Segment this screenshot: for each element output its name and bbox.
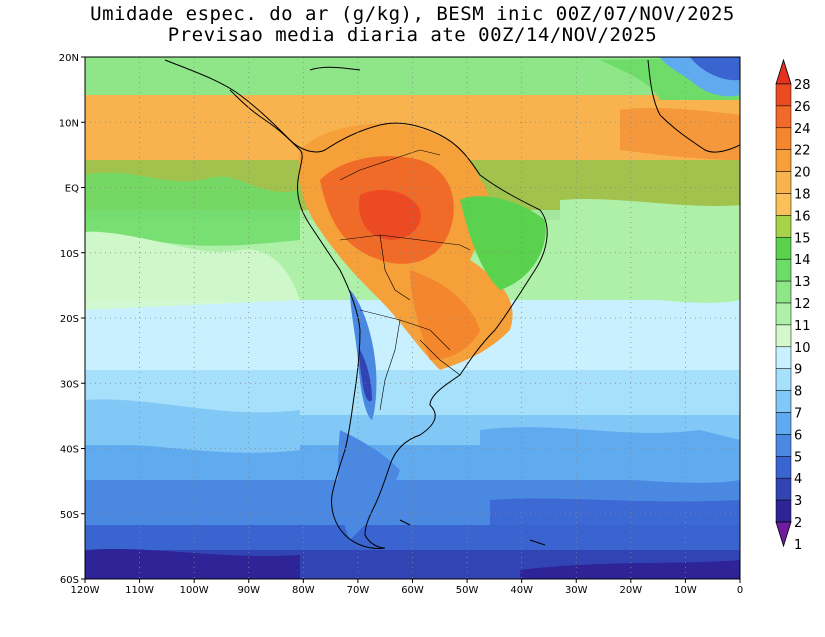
colorbar-swatch (775, 412, 792, 435)
colorbar-bottom-arrow (775, 521, 792, 548)
colorbar-label: 5 (794, 450, 802, 465)
colorbar-label: 3 (794, 494, 802, 509)
map-title-line-2: Previsao media diaria ate 00Z/14/NOV/202… (167, 24, 658, 46)
colorbar-swatch (775, 171, 792, 194)
lat-label: EQ (65, 184, 79, 195)
colorbar-label: 20 (794, 166, 811, 181)
map-title-line-1: Umidade espec. do ar (g/kg), BESM inic 0… (90, 3, 735, 25)
longitude-labels: 120W 110W 100W 90W 80W 70W 60W 50W 40W 30W 20W 10W 0 (71, 579, 743, 596)
lon-label: 20W (620, 585, 643, 596)
lon-label: 10W (674, 585, 697, 596)
colorbar-swatch (775, 280, 792, 304)
colorbar-label: 11 (794, 319, 811, 334)
colorbar-swatch (775, 127, 792, 150)
colorbar-label: 24 (794, 122, 811, 137)
lat-label: 40S (60, 445, 79, 456)
colorbar-swatch (775, 237, 792, 260)
colorbar-label: 1 (794, 538, 802, 553)
colorbar-label: 18 (794, 188, 811, 203)
graticule (85, 57, 740, 579)
colorbar-label: 6 (794, 428, 802, 443)
colorbar-swatch (775, 83, 792, 107)
lon-label: 120W (71, 585, 100, 596)
colorbar-label: 28 (794, 78, 811, 93)
lon-label: 60W (401, 585, 424, 596)
colorbar-label: 22 (794, 144, 811, 159)
colorbar-label: 16 (794, 209, 811, 224)
colorbar-swatch (775, 390, 792, 413)
lat-label: 10N (59, 118, 79, 129)
colorbar-label: 10 (794, 341, 811, 356)
colorbar-label: 4 (794, 472, 802, 487)
colorbar-swatch (775, 149, 792, 172)
colorbar-swatch (775, 499, 792, 523)
colorbar-label: 14 (794, 253, 811, 268)
lat-label: 60S (60, 575, 79, 586)
colorbar-label: 12 (794, 297, 811, 312)
colorbar-swatch (775, 324, 792, 348)
colorbar-top-arrow (775, 58, 792, 85)
lat-label: 30S (60, 379, 79, 390)
lon-label: 100W (180, 585, 209, 596)
colorbar-swatch (775, 302, 792, 326)
colorbar-label: 2 (794, 516, 802, 531)
colorbar-swatch (775, 193, 792, 216)
colorbar-label: 13 (794, 275, 811, 290)
colorbar-swatch (775, 368, 792, 391)
coastlines (164, 59, 740, 549)
humidity-field (85, 57, 740, 579)
color-bar: 28 26 24 22 20 18 16 15 14 13 12 11 10 9 8 7 6 5 4 3 2 1 (775, 58, 811, 553)
lon-label: 30W (565, 585, 588, 596)
colorbar-swatch (775, 434, 792, 457)
colorbar-swatch (775, 215, 792, 238)
colorbar-label: 9 (794, 363, 802, 378)
colorbar-label: 8 (794, 385, 802, 400)
lon-label: 90W (237, 585, 260, 596)
colorbar-swatch (775, 346, 792, 369)
colorbar-label: 7 (794, 407, 802, 422)
colorbar-swatch (775, 477, 792, 501)
lon-label: 50W (456, 585, 479, 596)
colorbar-swatch (775, 258, 792, 282)
lat-label: 20S (60, 314, 79, 325)
latitude-labels: 20N 10N EQ 10S 20S 30S 40S 50S 60S (59, 53, 85, 586)
lon-label: 0 (737, 585, 743, 596)
country-borders (339, 149, 471, 411)
lon-label: 70W (347, 585, 370, 596)
colorbar-label: 26 (794, 100, 811, 115)
lon-label: 40W (510, 585, 533, 596)
lat-label: 10S (60, 249, 79, 260)
lat-label: 50S (60, 510, 79, 521)
lon-label: 110W (125, 585, 154, 596)
colorbar-swatch (775, 456, 792, 479)
lat-label: 20N (59, 53, 79, 64)
colorbar-label: 15 (794, 231, 811, 246)
colorbar-swatch (775, 105, 792, 129)
lon-label: 80W (292, 585, 315, 596)
